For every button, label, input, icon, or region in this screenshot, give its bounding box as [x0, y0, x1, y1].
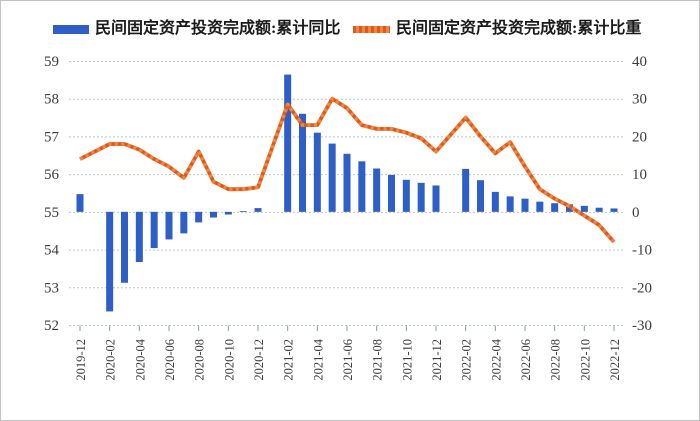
bar-2020-05[interactable]: [150, 211, 158, 249]
x-axis-tick-label: 2021-10: [400, 339, 414, 381]
x-axis-tick-label: 2022-08: [549, 339, 563, 381]
left-axis-labels: 59 58 57 56 55 54 53 52: [44, 54, 60, 334]
bar-2021-05[interactable]: [328, 143, 336, 212]
legend: 民间固定资产投资完成额:累计同比 民间固定资产投资完成额:累计比重: [1, 1, 699, 47]
line-series: [79, 96, 616, 244]
x-axis-tick-label: 2021-08: [371, 339, 385, 381]
bar-2022-05[interactable]: [506, 196, 514, 212]
bar-2020-11[interactable]: [239, 211, 247, 212]
bar-2022-03[interactable]: [477, 180, 484, 212]
bar-2020-10[interactable]: [224, 211, 232, 215]
left-axis-tick-label: 56: [44, 167, 60, 183]
x-axis-tick-label: 2021-02: [282, 339, 296, 381]
bar-series: [76, 74, 618, 312]
right-axis-tick-label: 40: [632, 54, 647, 70]
bar-2022-06[interactable]: [521, 198, 529, 212]
x-axis-tick-label: 2020-04: [133, 338, 147, 380]
x-axis-tick-label: 2019-12: [74, 339, 88, 381]
bar-2020-08[interactable]: [195, 211, 203, 223]
bar-2020-02[interactable]: [106, 211, 114, 312]
gridlines: [69, 61, 623, 326]
x-axis-tick-label: 2020-06: [163, 339, 177, 381]
right-axis-tick-label: 0: [632, 205, 640, 221]
bar-2021-09[interactable]: [388, 174, 395, 212]
right-axis-tick-label: 10: [632, 167, 647, 183]
bar-2022-10[interactable]: [580, 205, 588, 212]
bar-2020-09[interactable]: [210, 211, 217, 218]
legend-line-swatch: [353, 25, 390, 33]
bar-2021-03[interactable]: [299, 113, 306, 212]
bar-2020-06[interactable]: [165, 211, 173, 240]
bar-2021-11[interactable]: [417, 182, 425, 212]
bar-2021-04[interactable]: [313, 132, 321, 212]
bar-2022-07[interactable]: [536, 201, 544, 212]
bar-2022-02[interactable]: [462, 168, 470, 212]
legend-item-share[interactable]: 民间固定资产投资完成额:累计比重: [353, 18, 641, 40]
left-axis-tick-label: 57: [44, 129, 60, 145]
bar-2021-06[interactable]: [343, 153, 351, 212]
share-line-dashes: [79, 96, 616, 244]
x-axis-tick-label: 2020-10: [222, 339, 236, 381]
left-axis-tick-label: 59: [44, 54, 59, 70]
bar-2020-12[interactable]: [254, 208, 262, 212]
x-axis-tick-label: 2021-04: [311, 338, 325, 380]
bar-2020-07[interactable]: [180, 211, 188, 234]
x-axis-tick-label: 2022-06: [519, 339, 533, 381]
left-axis-tick-label: 53: [44, 280, 59, 296]
left-axis-tick-label: 52: [44, 318, 59, 334]
right-axis-tick-label: 30: [632, 92, 647, 108]
bar-2022-12[interactable]: [610, 208, 618, 212]
left-axis-tick-label: 58: [44, 92, 59, 108]
x-axis-tick-label: 2022-02: [460, 339, 474, 381]
right-axis-tick-label: -10: [632, 243, 652, 259]
x-axis-tick-label: 2020-02: [104, 339, 118, 381]
legend-bar-swatch: [53, 24, 89, 34]
bar-2021-02[interactable]: [284, 74, 292, 212]
bar-2022-11[interactable]: [595, 207, 603, 212]
right-axis-tick-label: -20: [632, 280, 652, 296]
x-axis-tick-label: 2020-12: [252, 339, 266, 381]
x-axis-tick-label: 2022-10: [578, 339, 592, 381]
bar-2019-12[interactable]: [76, 194, 84, 212]
legend-label-share: 民间固定资产投资完成额:累计比重: [396, 20, 642, 37]
legend-label-yoy: 民间固定资产投资完成额:累计同比: [95, 20, 341, 37]
right-axis-labels: 40 30 20 10 0 -10 -20 -30: [632, 54, 652, 334]
bar-2021-10[interactable]: [402, 179, 410, 212]
legend-item-yoy[interactable]: 民间固定资产投资完成额:累计同比: [53, 18, 340, 40]
bar-2021-12[interactable]: [432, 185, 440, 212]
x-axis: 2019-12 2020-02 2020-04 2020-06 2020-08 2020-…: [74, 325, 622, 381]
left-axis-tick-label: 54: [44, 243, 60, 259]
bar-2021-07[interactable]: [358, 161, 366, 212]
right-axis-tick-label: -30: [632, 318, 652, 334]
bar-2022-04[interactable]: [491, 191, 499, 212]
bar-2022-08[interactable]: [551, 203, 559, 212]
x-axis-tick-label: 2022-12: [608, 339, 622, 381]
x-axis-tick-label: 2021-12: [430, 339, 444, 381]
right-axis-tick-label: 20: [632, 129, 647, 145]
bar-2020-03[interactable]: [121, 211, 128, 283]
left-axis-tick-label: 55: [44, 205, 59, 221]
bar-2021-08[interactable]: [373, 168, 381, 212]
x-axis-tick-label: 2021-06: [341, 339, 355, 381]
bar-2020-04[interactable]: [135, 211, 143, 263]
x-axis-tick-label: 2020-08: [193, 339, 207, 381]
x-axis-tick-label: 2022-04: [489, 338, 503, 380]
